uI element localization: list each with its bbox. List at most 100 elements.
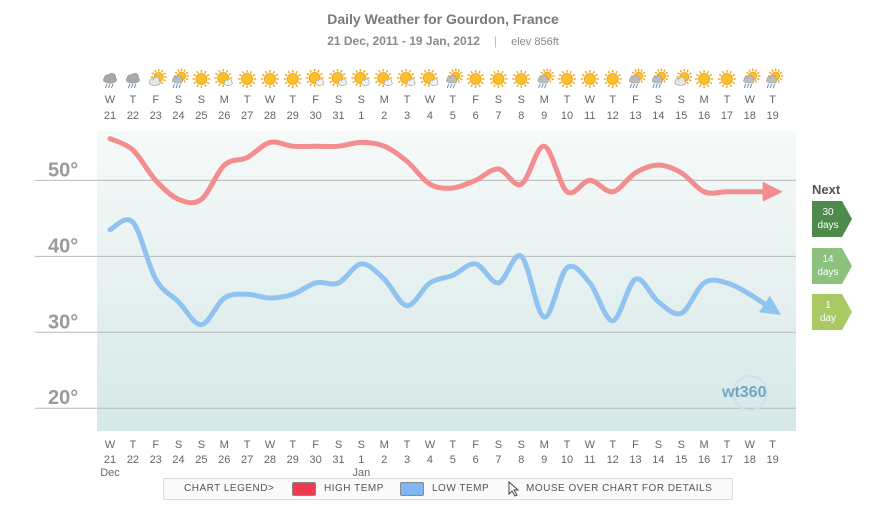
day-number-bottom: 25 [195, 454, 207, 466]
day-number-top: 18 [744, 110, 756, 122]
day-letter-top: T [244, 94, 251, 106]
day-letter-bottom: W [425, 439, 436, 451]
plot-background [97, 131, 796, 431]
day-number-bottom: 3 [404, 454, 410, 466]
day-number-top: 29 [287, 110, 299, 122]
day-letter-bottom: F [312, 439, 319, 451]
sunny-icon [283, 70, 302, 88]
day-letter-bottom: S [175, 439, 182, 451]
day-number-bottom: 7 [495, 454, 501, 466]
high-temp-line[interactable] [107, 136, 783, 206]
y-tick-label: 50° [48, 159, 78, 181]
chart-subtitle: 21 Dec, 2011 - 19 Jan, 2012 | elev 856ft [0, 34, 886, 48]
day-number-top: 8 [518, 110, 524, 122]
day-letter-bottom: T [564, 439, 571, 451]
day-letter-top: W [745, 94, 756, 106]
button-number: 30 [822, 207, 834, 218]
day-number-bottom: 9 [541, 454, 547, 466]
sunny-cloud-icon [328, 69, 347, 87]
low-temp-swatch [400, 482, 424, 496]
day-number-bottom: 5 [450, 454, 456, 466]
day-number-bottom: 2 [381, 454, 387, 466]
next-1-day-button[interactable]: 1 day [812, 294, 852, 330]
day-number-top: 31 [332, 110, 344, 122]
day-number-top: 17 [721, 110, 733, 122]
day-number-top: 3 [404, 110, 410, 122]
day-letter-bottom: M [540, 439, 549, 451]
legend-title: CHART LEGEND> [184, 483, 275, 494]
sunny-icon [512, 70, 531, 88]
sun-cloud-rain-icon [172, 68, 190, 89]
sunny-icon [238, 70, 257, 88]
y-tick-label: 40° [48, 235, 78, 257]
day-number-top: 14 [652, 110, 664, 122]
day-letter-bottom: T [609, 439, 616, 451]
day-number-top: 12 [607, 110, 619, 122]
legend-hint: MOUSE OVER CHART FOR DETAILS [526, 483, 713, 494]
day-letter-bottom: F [632, 439, 639, 451]
day-number-bottom: 6 [473, 454, 479, 466]
day-letter-bottom: M [220, 439, 229, 451]
day-letter-top: F [312, 94, 319, 106]
day-letter-top: T [769, 94, 776, 106]
sun-cloud-rain-icon [743, 68, 761, 89]
day-letter-top: F [152, 94, 159, 106]
day-letter-bottom: S [198, 439, 205, 451]
button-number: 1 [825, 300, 831, 311]
day-letter-top: S [335, 94, 342, 106]
day-number-bottom: 8 [518, 454, 524, 466]
day-number-bottom: 12 [607, 454, 619, 466]
day-letter-top: T [609, 94, 616, 106]
sun-cloud-rain-icon [628, 68, 647, 89]
day-letter-top: F [632, 94, 639, 106]
day-letter-bottom: W [105, 439, 116, 451]
button-unit: day [819, 313, 837, 324]
day-letter-top: F [472, 94, 479, 106]
day-letter-bottom: T [724, 439, 731, 451]
day-number-top: 15 [675, 110, 687, 122]
day-number-bottom: 19 [767, 454, 779, 466]
day-letter-top: S [198, 94, 205, 106]
day-letter-top: T [564, 94, 571, 106]
next-14-days-button[interactable]: 14 days [812, 248, 852, 284]
sunny-icon [695, 70, 714, 88]
day-letter-bottom: W [745, 439, 756, 451]
day-letter-top: T [449, 94, 456, 106]
legend-low-label: LOW TEMP [432, 483, 490, 494]
day-letter-bottom: T [449, 439, 456, 451]
sunny-icon [603, 70, 622, 88]
day-number-top: 13 [629, 110, 641, 122]
day-number-top: 7 [495, 110, 501, 122]
day-number-top: 2 [381, 110, 387, 122]
day-letter-top: M [540, 94, 549, 106]
day-letter-top: T [129, 94, 136, 106]
low-temp-line[interactable] [107, 217, 781, 328]
day-letter-top: W [425, 94, 436, 106]
day-letter-top: S [678, 94, 685, 106]
day-letter-bottom: T [404, 439, 411, 451]
day-number-top: 10 [561, 110, 573, 122]
day-number-top: 28 [264, 110, 276, 122]
day-number-bottom: 13 [629, 454, 641, 466]
sunny-icon [466, 70, 485, 88]
partly-sunny-icon [148, 69, 167, 86]
day-letter-bottom: S [655, 439, 662, 451]
day-letter-top: W [105, 94, 116, 106]
sun-cloud-rain-icon [446, 68, 464, 89]
day-number-top: 6 [473, 110, 479, 122]
day-number-bottom: 16 [698, 454, 710, 466]
sunny-cloud-icon [374, 69, 393, 87]
day-number-bottom: 23 [150, 454, 162, 466]
legend-high-label: HIGH TEMP [324, 483, 384, 494]
month-label: Jan [352, 467, 370, 479]
day-letter-bottom: S [518, 439, 525, 451]
day-letter-bottom: S [495, 439, 502, 451]
cursor-icon [508, 481, 520, 497]
day-letter-bottom: M [700, 439, 709, 451]
day-letter-bottom: S [358, 439, 365, 451]
day-number-top: 26 [218, 110, 230, 122]
month-label: Dec [100, 467, 120, 479]
next-30-days-button[interactable]: 30 days [812, 201, 852, 237]
sunny-icon [260, 70, 279, 88]
